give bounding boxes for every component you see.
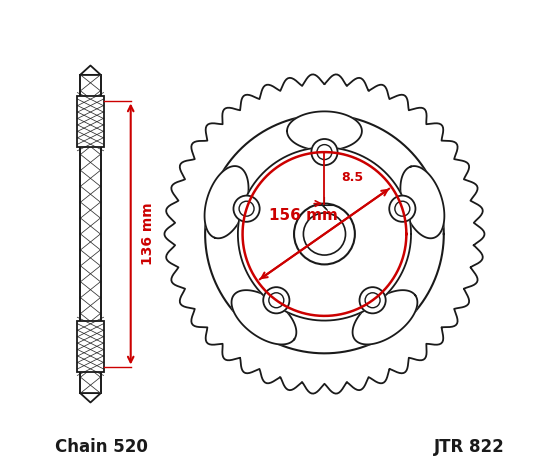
Circle shape — [269, 293, 284, 308]
Polygon shape — [204, 166, 249, 238]
Text: 8.5: 8.5 — [341, 171, 363, 184]
Circle shape — [365, 293, 380, 308]
Polygon shape — [287, 111, 362, 151]
Bar — [77, 321, 104, 372]
Circle shape — [311, 139, 338, 165]
Polygon shape — [231, 290, 296, 344]
Circle shape — [317, 145, 332, 160]
Text: 156 mm: 156 mm — [269, 208, 338, 223]
Circle shape — [234, 196, 260, 222]
Polygon shape — [205, 115, 444, 353]
Circle shape — [294, 204, 355, 264]
Polygon shape — [80, 393, 101, 402]
Polygon shape — [400, 166, 444, 238]
Text: Chain 520: Chain 520 — [55, 439, 148, 456]
Polygon shape — [165, 74, 484, 394]
Circle shape — [304, 213, 346, 255]
Polygon shape — [80, 66, 101, 75]
Polygon shape — [238, 147, 411, 321]
Text: JTR 822: JTR 822 — [434, 439, 505, 456]
Circle shape — [360, 287, 386, 314]
Bar — [80, 75, 101, 393]
Text: 136 mm: 136 mm — [141, 203, 155, 265]
Circle shape — [395, 201, 410, 216]
Circle shape — [239, 201, 254, 216]
Bar — [77, 96, 104, 147]
Circle shape — [389, 196, 416, 222]
Polygon shape — [353, 290, 417, 344]
Circle shape — [263, 287, 290, 314]
